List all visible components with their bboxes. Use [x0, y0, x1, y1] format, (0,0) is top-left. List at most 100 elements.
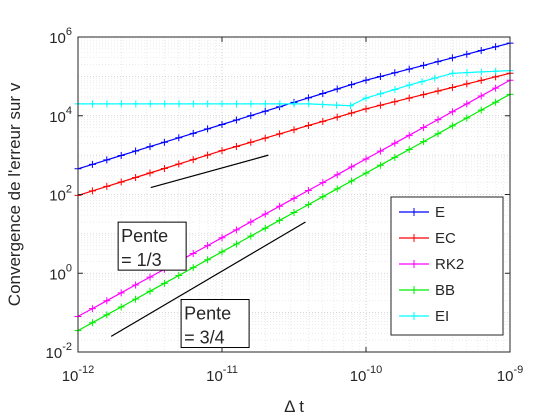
series-marker-bb — [376, 161, 384, 169]
series-marker-bb — [362, 169, 370, 177]
series-marker-ei — [88, 100, 96, 108]
series-marker-ei — [391, 85, 399, 93]
series-marker-rk2 — [448, 108, 456, 116]
series-marker-ei — [103, 100, 111, 108]
series-marker-ei — [492, 67, 500, 75]
series-marker-rk2 — [247, 218, 255, 226]
series-marker-e — [304, 94, 312, 102]
series-marker-ec — [103, 182, 111, 190]
series-marker-bb — [247, 232, 255, 240]
series-marker-ec — [189, 156, 197, 164]
series-marker-rk2 — [333, 171, 341, 179]
series-marker-e — [232, 116, 240, 124]
series-marker-rk2 — [232, 226, 240, 234]
series-marker-e — [132, 147, 140, 155]
series-marker-e — [103, 156, 111, 164]
series-marker-e — [362, 76, 370, 84]
series-marker-ec — [420, 91, 428, 99]
series-marker-ei — [290, 100, 298, 108]
series-marker-ei — [204, 100, 212, 108]
slope-annotation-1: Pente = 1/3 — [117, 154, 269, 271]
series-marker-e — [319, 89, 327, 97]
legend-label: BB — [435, 282, 455, 299]
series-marker-e — [492, 43, 500, 51]
slope-reference-line — [150, 154, 269, 189]
series-marker-e — [218, 120, 226, 128]
series-marker-ec — [261, 134, 269, 142]
slope-label-line: = 3/4 — [184, 328, 225, 348]
series-marker-bb — [348, 177, 356, 185]
series-marker-bb — [261, 224, 269, 232]
series-marker-ec — [232, 142, 240, 150]
series-marker-bb — [175, 271, 183, 279]
x-tick-label: 10-10 — [350, 364, 383, 385]
series-marker-e — [376, 72, 384, 80]
series-marker-bb — [391, 153, 399, 161]
x-tick-label: 10-9 — [497, 364, 523, 385]
series-marker-bb — [189, 264, 197, 272]
series-marker-ec — [405, 94, 413, 102]
y-tick-label: 10-2 — [46, 341, 72, 362]
series-marker-ec — [448, 83, 456, 91]
series-marker-bb — [276, 216, 284, 224]
series-marker-rk2 — [103, 297, 111, 305]
series-marker-ei — [261, 100, 269, 108]
series-marker-rk2 — [189, 249, 197, 257]
slope-label-line: Pente — [121, 226, 168, 246]
series-marker-ec — [391, 98, 399, 106]
series-marker-ei — [477, 68, 485, 76]
series-marker-bb — [146, 287, 154, 295]
series-marker-rk2 — [290, 194, 298, 202]
slope-annotations: Pente = 1/3 Pente = 3/4 — [110, 154, 306, 349]
series-marker-bb — [463, 114, 471, 122]
series-marker-ec — [117, 178, 125, 186]
series-marker-ei — [218, 100, 226, 108]
series-marker-bb — [319, 193, 327, 201]
x-tick-label: 10-12 — [62, 364, 95, 385]
series-marker-ec — [247, 138, 255, 146]
y-tick-label: 100 — [49, 262, 72, 283]
legend-label: RK2 — [435, 256, 464, 273]
series-marker-rk2 — [391, 139, 399, 147]
series-marker-e — [391, 69, 399, 77]
series-marker-bb — [448, 122, 456, 130]
series-marker-ei — [449, 69, 457, 77]
series-marker-rk2 — [261, 210, 269, 218]
series-marker-ec — [204, 151, 212, 159]
series-marker-ec — [319, 117, 327, 125]
legend-marker — [410, 234, 418, 242]
series-marker-ec — [276, 130, 284, 138]
series-marker-ei — [247, 100, 255, 108]
series-marker-ei — [132, 100, 140, 108]
slope-label-box — [117, 221, 187, 271]
series-marker-rk2 — [204, 242, 212, 250]
series-marker-ec — [175, 160, 183, 168]
series-marker-ec — [434, 87, 442, 95]
legend-label: E — [435, 204, 445, 221]
series-marker-ec — [160, 165, 168, 173]
slope-label-line: = 1/3 — [121, 250, 162, 270]
series-marker-ei — [232, 100, 240, 108]
series-marker-ei — [175, 100, 183, 108]
legend-entry-bb: BB — [399, 282, 455, 299]
series-marker-e — [175, 134, 183, 142]
series-ec — [74, 69, 514, 199]
series-marker-ei — [463, 69, 471, 77]
series-marker-rk2 — [132, 281, 140, 289]
series-marker-bb — [434, 130, 442, 138]
series-marker-rk2 — [405, 131, 413, 139]
series-marker-bb — [492, 98, 500, 106]
legend-entry-e: E — [399, 204, 445, 221]
series-marker-ei — [333, 101, 341, 109]
legend-box — [390, 196, 504, 336]
series-marker-rk2 — [420, 123, 428, 131]
legend-entry-ei: EI — [399, 308, 449, 325]
series-group — [74, 39, 514, 335]
legend-entry-rk2: RK2 — [399, 256, 464, 273]
series-marker-ec — [304, 122, 312, 130]
slope-reference-line — [110, 221, 306, 337]
series-marker-e — [247, 112, 255, 120]
slope-label-box — [180, 299, 250, 349]
series-marker-ei — [276, 100, 284, 108]
